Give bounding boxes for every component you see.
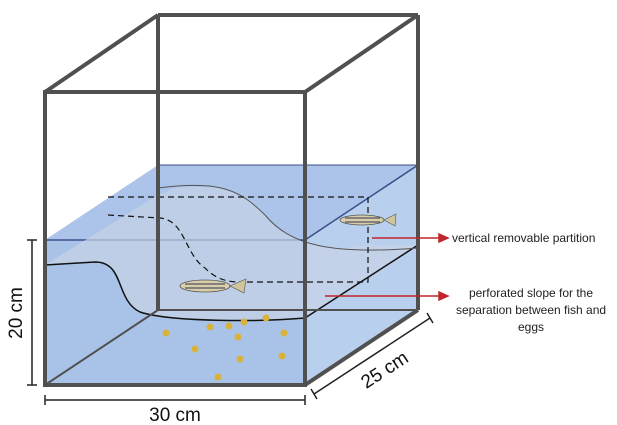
eggs <box>162 314 288 381</box>
callouts <box>325 232 450 302</box>
tank-frame <box>43 13 420 387</box>
slope-label: eggs <box>518 320 544 334</box>
width-label: 30 cm <box>149 405 201 425</box>
depth-label: 25 cm <box>358 347 413 393</box>
slope-label: perforated slope for the <box>469 286 593 300</box>
partition <box>107 196 369 283</box>
slope-label: separation between fish and <box>456 303 606 317</box>
dimension-lines <box>27 239 434 405</box>
height-label: 20 cm <box>6 287 27 339</box>
fish <box>179 213 397 294</box>
partition-label: vertical removable partition <box>452 231 595 245</box>
